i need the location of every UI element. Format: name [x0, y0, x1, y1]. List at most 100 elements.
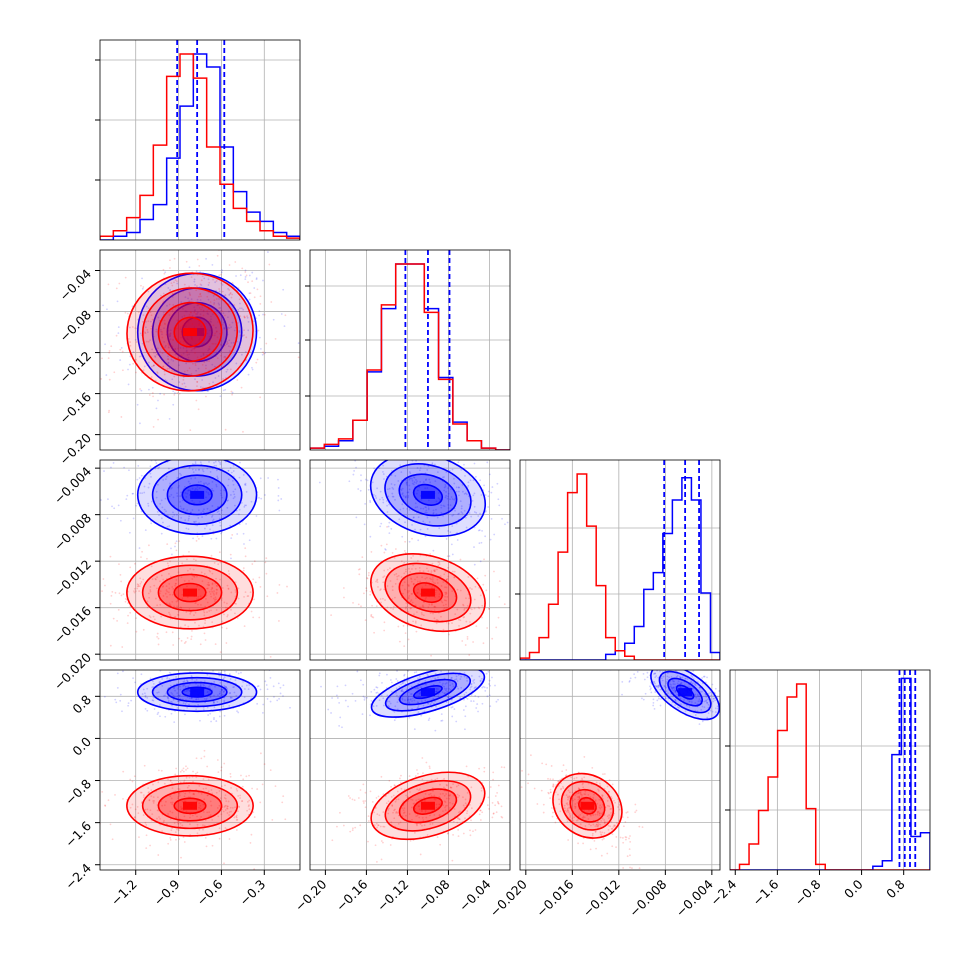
- scatter-point: [353, 470, 356, 472]
- scatter-point: [405, 496, 407, 499]
- scatter-point: [161, 521, 164, 524]
- scatter-point: [186, 318, 189, 321]
- scatter-point: [375, 705, 378, 707]
- scatter-point: [566, 820, 569, 823]
- scatter-point: [699, 700, 702, 702]
- scatter-point: [444, 496, 447, 499]
- scatter-point: [461, 512, 464, 515]
- scatter-point: [208, 584, 210, 586]
- scatter-point: [578, 796, 581, 798]
- scatter-point: [360, 474, 362, 477]
- scatter-point: [95, 501, 97, 503]
- scatter-point: [196, 313, 198, 315]
- scatter-point: [189, 823, 191, 826]
- scatter-point: [414, 567, 417, 570]
- scatter-point: [434, 778, 437, 781]
- scatter-point: [721, 695, 723, 697]
- scatter-point: [354, 699, 357, 702]
- scatter-point: [214, 342, 217, 345]
- scatter-point: [399, 508, 402, 511]
- scatter-point: [227, 326, 230, 329]
- scatter-point: [172, 588, 175, 590]
- scatter-point: [462, 490, 464, 493]
- scatter-point: [552, 784, 555, 787]
- scatter-point: [225, 343, 228, 346]
- scatter-point: [410, 798, 412, 801]
- scatter-point: [239, 302, 241, 305]
- scatter-point: [479, 479, 482, 482]
- scatter-point: [459, 810, 461, 813]
- scatter-point: [223, 613, 225, 616]
- scatter-point: [374, 453, 376, 455]
- scatter-point: [430, 578, 433, 581]
- scatter-point: [172, 304, 175, 306]
- scatter-point: [390, 796, 393, 798]
- scatter-point: [178, 700, 181, 703]
- scatter-point: [173, 393, 176, 396]
- scatter-point: [448, 633, 450, 636]
- scatter-point: [226, 812, 229, 814]
- scatter-point: [245, 775, 248, 778]
- x-tick-label: −0.6: [193, 876, 225, 908]
- scatter-point: [483, 766, 486, 769]
- scatter-point: [167, 467, 170, 470]
- scatter-point: [162, 365, 165, 368]
- scatter-point: [406, 590, 409, 592]
- scatter-point: [611, 797, 613, 800]
- scatter-point: [211, 583, 214, 586]
- scatter-point: [168, 572, 170, 575]
- scatter-point: [398, 685, 401, 688]
- scatter-point: [236, 810, 239, 813]
- scatter-point: [395, 687, 398, 690]
- scatter-point: [613, 799, 615, 802]
- scatter-point: [157, 691, 160, 694]
- scatter-point: [177, 668, 179, 670]
- scatter-point: [231, 393, 233, 396]
- scatter-point: [436, 619, 438, 621]
- scatter-point: [418, 486, 421, 489]
- scatter-point: [469, 834, 472, 837]
- scatter-point: [487, 495, 490, 498]
- scatter-point: [253, 296, 256, 299]
- scatter-point: [207, 390, 210, 392]
- scatter-point: [419, 452, 421, 454]
- scatter-point: [277, 495, 280, 497]
- scatter-point: [204, 390, 207, 392]
- scatter-point: [402, 495, 405, 497]
- scatter-point: [160, 517, 163, 520]
- scatter-point: [183, 304, 186, 307]
- scatter-point: [228, 692, 231, 695]
- scatter-point: [195, 601, 197, 604]
- scatter-point: [259, 396, 262, 399]
- scatter-point: [185, 769, 187, 771]
- scatter-point: [459, 500, 462, 503]
- scatter-point: [134, 338, 137, 341]
- scatter-point: [253, 598, 256, 601]
- scatter-point: [473, 511, 476, 513]
- scatter-point: [433, 570, 436, 573]
- scatter-point: [424, 683, 426, 686]
- scatter-point: [436, 516, 439, 519]
- scatter-point: [229, 368, 232, 371]
- scatter-point: [209, 696, 212, 699]
- scatter-point: [241, 685, 244, 688]
- scatter-point: [148, 614, 151, 617]
- scatter-point: [286, 585, 288, 588]
- scatter-point: [432, 549, 435, 552]
- scatter-point: [125, 498, 128, 501]
- scatter-point: [204, 597, 207, 600]
- scatter-point: [161, 830, 164, 833]
- scatter-point: [230, 326, 232, 329]
- scatter-point: [153, 584, 156, 587]
- scatter-point: [167, 778, 169, 781]
- scatter-point: [188, 515, 191, 518]
- scatter-point: [450, 496, 453, 498]
- scatter-point: [231, 281, 234, 284]
- scatter-point: [590, 814, 592, 817]
- scatter-point: [127, 614, 129, 617]
- scatter-point: [220, 344, 222, 346]
- scatter-point: [147, 505, 150, 507]
- scatter-point: [186, 337, 189, 340]
- scatter-point: [472, 479, 475, 482]
- scatter-point: [159, 328, 162, 331]
